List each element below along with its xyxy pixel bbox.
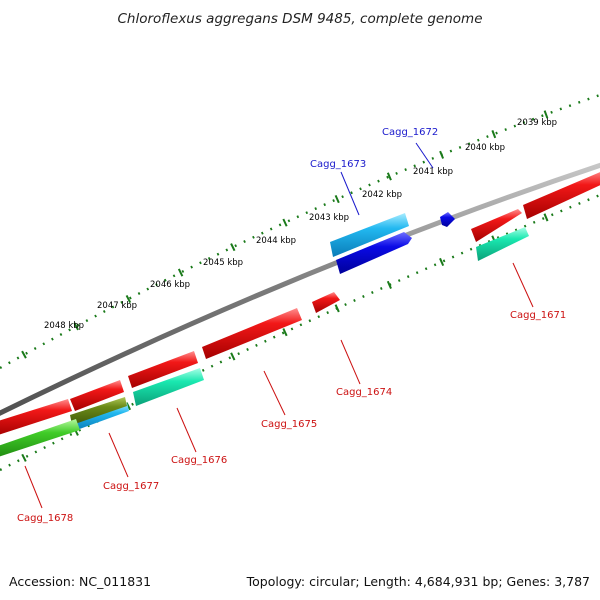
leader-line-cagg-1674	[340, 339, 361, 385]
leader-line-cagg-1673	[340, 171, 360, 216]
gene-label-cagg-1676: Cagg_1676	[171, 455, 227, 466]
major-tick-inner	[543, 213, 549, 222]
genome-backbone	[0, 162, 600, 416]
major-tick-outer	[543, 110, 549, 119]
major-tick-outer	[334, 195, 340, 204]
tick-label-2041: 2041 kbp	[413, 167, 453, 177]
gene-label-cagg-1671: Cagg_1671	[510, 310, 566, 321]
gene-arrow-red-mid[interactable]	[128, 351, 198, 388]
gene-arrow-blue[interactable]	[336, 232, 412, 274]
leader-line-cagg-1672	[415, 142, 434, 169]
outer-tick-track	[0, 93, 600, 370]
tick-label-2047: 2047 kbp	[97, 301, 137, 311]
gene-label-cagg-1678: Cagg_1678	[17, 513, 73, 524]
major-tick-outer	[125, 294, 132, 303]
gene-arrow-small-blue[interactable]	[440, 212, 455, 227]
major-tick-inner	[230, 352, 236, 361]
gene-arrow-red-left[interactable]	[70, 380, 124, 411]
accession-text: Accession: NC_011831	[9, 574, 151, 589]
major-tick-outer	[386, 172, 392, 181]
tick-label-2039: 2039 kbp	[517, 118, 557, 128]
major-tick-inner	[21, 453, 27, 462]
tick-label-2040: 2040 kbp	[465, 143, 505, 153]
gene-arrow-red-small[interactable]	[312, 292, 340, 313]
map-title: Chloroflexus aggregans DSM 9485, complet…	[117, 11, 482, 27]
major-tick-outer	[282, 218, 288, 227]
leader-line-cagg-1676	[176, 407, 197, 453]
tick-label-2043: 2043 kbp	[309, 213, 349, 223]
gene-label-cagg-1675: Cagg_1675	[261, 419, 317, 430]
gene-label-cagg-1673: Cagg_1673	[310, 159, 366, 170]
tick-label-2046: 2046 kbp	[150, 280, 190, 290]
gene-arrow-red-edge[interactable]	[523, 170, 600, 219]
gene-arrow-cagg-1678[interactable]	[0, 419, 80, 458]
tick-label-2042: 2042 kbp	[362, 190, 402, 200]
major-tick-inner	[386, 280, 392, 289]
tick-labels: 2039 kbp 2040 kbp 2041 kbp 2042 kbp 2043…	[44, 118, 557, 331]
gene-arrow-cagg-1673[interactable]	[330, 213, 409, 257]
major-tick-outer	[491, 130, 497, 139]
topology-text: Topology: circular; Length: 4,684,931 bp…	[246, 574, 590, 589]
gene-arrow-cagg-1676[interactable]	[133, 368, 204, 406]
major-tick-outer	[21, 350, 27, 359]
gene-arrow-red-far-left[interactable]	[0, 399, 72, 436]
major-tick-marks	[21, 110, 549, 462]
major-tick-outer	[73, 322, 79, 331]
gene-arrow-cagg-1671[interactable]	[476, 227, 529, 261]
major-tick-inner	[439, 257, 445, 267]
gene-arrow-cagg-1671-alt[interactable]	[471, 209, 522, 242]
major-tick-inner	[334, 304, 340, 313]
tick-label-2044: 2044 kbp	[256, 236, 296, 246]
major-tick-inner	[125, 402, 132, 411]
gene-label-cagg-1674: Cagg_1674	[336, 387, 392, 398]
major-tick-outer	[230, 243, 236, 252]
leader-line-cagg-1675	[263, 370, 286, 416]
gene-arrow-cagg-1675[interactable]	[202, 308, 302, 359]
gene-label-cagg-1677: Cagg_1677	[103, 481, 159, 492]
leader-line-cagg-1671	[512, 262, 534, 308]
leader-lines	[24, 142, 534, 509]
gene-label-cagg-1672: Cagg_1672	[382, 127, 438, 138]
gene-arrow-olive[interactable]	[70, 397, 127, 425]
tick-label-2045: 2045 kbp	[203, 258, 243, 268]
major-tick-inner	[282, 328, 288, 337]
major-tick-outer	[439, 150, 445, 159]
leader-line-cagg-1677	[108, 432, 129, 478]
leader-line-cagg-1678	[24, 465, 43, 509]
major-tick-outer	[177, 268, 184, 277]
tick-label-2048: 2048 kbp	[44, 321, 84, 331]
